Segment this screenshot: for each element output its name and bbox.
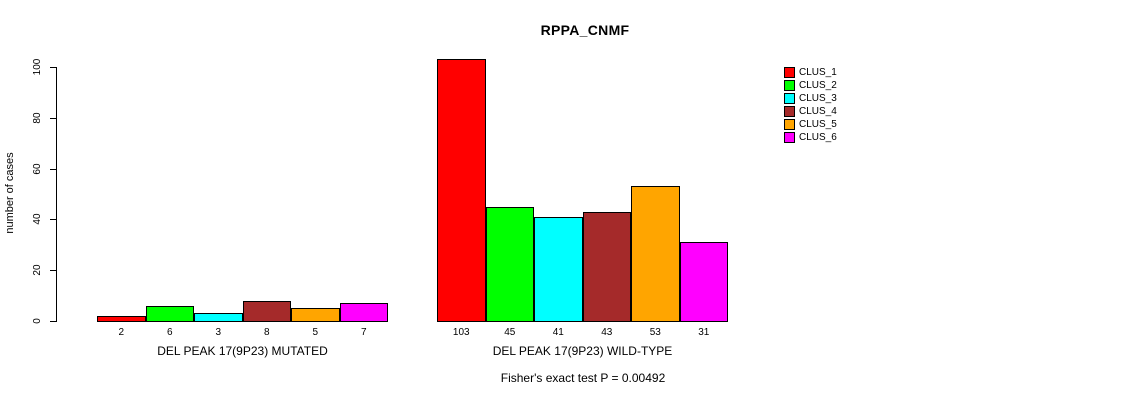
legend-item-clus_1: CLUS_1 bbox=[784, 66, 837, 79]
bar-value-label: 5 bbox=[312, 327, 319, 338]
y-axis-tick bbox=[50, 270, 56, 271]
legend-swatch-clus_3 bbox=[784, 93, 795, 104]
bar-value-label: 8 bbox=[263, 327, 270, 338]
bar-value-label: 45 bbox=[504, 327, 516, 338]
bar-value-label: 3 bbox=[215, 327, 222, 338]
bar-clus_2-group2 bbox=[485, 207, 534, 322]
annotation-fisher-test: Fisher's exact test P = 0.00492 bbox=[500, 371, 666, 385]
bar-clus_5-group2 bbox=[631, 186, 680, 322]
bar-value-label: 31 bbox=[698, 327, 710, 338]
bar-clus_3-group1 bbox=[194, 313, 243, 322]
legend-label: CLUS_5 bbox=[799, 119, 837, 130]
bar-clus_4-group2 bbox=[582, 212, 631, 322]
bar-clus_1-group1 bbox=[97, 316, 146, 322]
y-axis-tick bbox=[50, 169, 56, 170]
legend-swatch-clus_6 bbox=[784, 132, 795, 143]
legend-item-clus_2: CLUS_2 bbox=[784, 79, 837, 92]
y-axis-label: number of cases bbox=[4, 152, 16, 234]
legend-label: CLUS_2 bbox=[799, 80, 837, 91]
bar-clus_2-group1 bbox=[145, 306, 194, 322]
bar-value-label: 41 bbox=[552, 327, 564, 338]
y-axis-tick bbox=[50, 321, 56, 322]
legend-item-clus_6: CLUS_6 bbox=[784, 131, 837, 144]
bar-value-label: 2 bbox=[118, 327, 125, 338]
y-axis-tick-label: 0 bbox=[32, 318, 43, 324]
bar-clus_4-group1 bbox=[242, 301, 291, 322]
bar-clus_1-group2 bbox=[437, 59, 486, 322]
bar-value-label: 7 bbox=[360, 327, 367, 338]
legend: CLUS_1 CLUS_2 CLUS_3 CLUS_4 CLUS_5 CLUS_6 bbox=[784, 66, 837, 144]
legend-swatch-clus_5 bbox=[784, 119, 795, 130]
legend-label: CLUS_3 bbox=[799, 93, 837, 104]
y-axis-tick-label: 60 bbox=[32, 163, 43, 175]
bar-value-label: 53 bbox=[649, 327, 661, 338]
y-axis-tick bbox=[50, 219, 56, 220]
legend-item-clus_4: CLUS_4 bbox=[784, 105, 837, 118]
y-axis-tick-label: 20 bbox=[32, 264, 43, 276]
legend-item-clus_3: CLUS_3 bbox=[784, 92, 837, 105]
chart-title: RPPA_CNMF bbox=[540, 22, 630, 38]
legend-swatch-clus_2 bbox=[784, 80, 795, 91]
bar-clus_3-group2 bbox=[534, 217, 583, 322]
y-axis-tick-label: 40 bbox=[32, 213, 43, 225]
y-axis-tick bbox=[50, 118, 56, 119]
y-axis-tick-label: 80 bbox=[32, 112, 43, 124]
bar-clus_5-group1 bbox=[291, 308, 340, 322]
legend-label: CLUS_1 bbox=[799, 67, 837, 78]
legend-item-clus_5: CLUS_5 bbox=[784, 118, 837, 131]
bar-value-label: 6 bbox=[166, 327, 173, 338]
bar-value-label: 43 bbox=[601, 327, 613, 338]
group-label: DEL PEAK 17(9P23) WILD-TYPE bbox=[492, 344, 673, 358]
bar-value-label: 103 bbox=[452, 327, 470, 338]
legend-label: CLUS_6 bbox=[799, 132, 837, 143]
group-label: DEL PEAK 17(9P23) MUTATED bbox=[157, 344, 328, 358]
y-axis-line bbox=[56, 67, 57, 322]
bar-clus_6-group2 bbox=[679, 242, 728, 322]
y-axis-tick-label: 100 bbox=[32, 58, 43, 76]
y-axis-tick bbox=[50, 67, 56, 68]
legend-swatch-clus_1 bbox=[784, 67, 795, 78]
legend-label: CLUS_4 bbox=[799, 106, 837, 117]
legend-swatch-clus_4 bbox=[784, 106, 795, 117]
bar-clus_6-group1 bbox=[339, 303, 388, 322]
